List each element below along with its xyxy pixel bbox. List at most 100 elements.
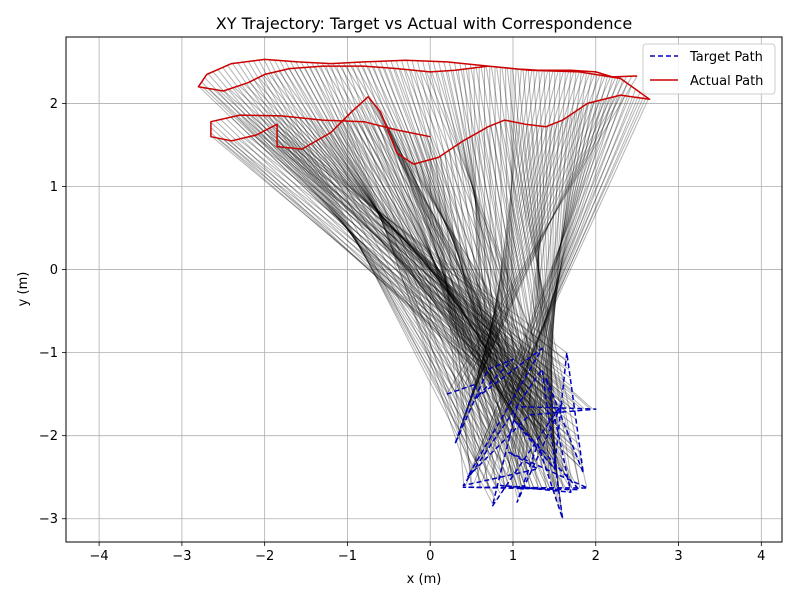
correspondence-line <box>480 130 547 488</box>
correspondence-line <box>453 62 540 448</box>
correspondence-line <box>466 73 602 411</box>
correspondence-line <box>297 148 559 437</box>
correspondence-line <box>351 121 569 493</box>
correspondence-line <box>358 61 554 425</box>
correspondence-line <box>242 61 502 472</box>
correspondence-line <box>468 68 486 392</box>
correspondence-line <box>485 127 556 488</box>
correspondence-line <box>346 120 571 488</box>
y-tick-label: −2 <box>39 429 58 444</box>
correspondence-line <box>548 70 553 444</box>
correspondence-line <box>542 73 593 378</box>
correspondence-line <box>293 116 553 406</box>
correspondence-line <box>443 61 534 457</box>
correspondence-line <box>212 71 514 424</box>
correspondence-line <box>258 59 496 497</box>
correspondence-line <box>286 147 561 420</box>
correspondence-line <box>489 98 649 447</box>
correspondence-line <box>467 70 559 415</box>
correspondence-line <box>230 116 573 446</box>
correspondence-line <box>410 162 507 489</box>
y-axis-label: y (m) <box>16 272 31 307</box>
correspondence-line <box>243 83 583 411</box>
correspondence-line <box>344 117 518 424</box>
correspondence-line <box>357 121 560 492</box>
correspondence-line <box>367 66 499 426</box>
correspondence-line <box>464 63 545 464</box>
correspondence-line <box>198 86 535 408</box>
correspondence-line <box>424 135 551 490</box>
x-tick-label: 0 <box>426 549 434 564</box>
correspondence-line <box>341 65 478 462</box>
correspondence-line <box>494 66 497 377</box>
x-tick-label: 2 <box>592 549 600 564</box>
correspondence-line <box>471 135 531 488</box>
correspondence-line <box>276 140 563 395</box>
correspondence-line <box>377 125 527 489</box>
correspondence-line <box>392 143 549 490</box>
correspondence-line <box>401 156 523 489</box>
correspondence-line <box>517 79 624 405</box>
correspondence-line <box>481 70 538 385</box>
correspondence-line <box>446 75 638 395</box>
correspondence-line <box>305 62 530 453</box>
plot-frame <box>65 36 783 543</box>
correspondence-line <box>210 127 583 462</box>
correspondence-line <box>222 138 578 429</box>
correspondence-line <box>395 60 529 478</box>
correspondence-line <box>274 59 502 495</box>
correspondence-line <box>393 129 502 486</box>
correspondence-line <box>383 126 519 488</box>
correspondence-line <box>210 121 584 470</box>
correspondence-line <box>525 126 548 461</box>
correspondence-line <box>325 65 473 473</box>
correspondence-line <box>276 129 565 378</box>
correspondence-line <box>522 105 585 473</box>
correspondence-line <box>477 70 544 392</box>
x-tick-label: −2 <box>255 549 274 564</box>
correspondence-line <box>463 71 596 419</box>
correspondence-line <box>454 75 633 392</box>
correspondence-line <box>237 138 574 404</box>
correspondence-line <box>237 62 504 464</box>
correspondence-line <box>364 99 539 446</box>
correspondence-line <box>543 72 587 386</box>
correspondence-line <box>333 128 534 444</box>
correspondence-line <box>471 76 612 396</box>
correspondence-line <box>404 69 528 375</box>
correspondence-line <box>374 105 556 465</box>
correspondence-line <box>499 67 503 371</box>
correspondence-line <box>503 68 517 363</box>
correspondence-line <box>336 120 567 471</box>
correspondence-line <box>462 76 627 389</box>
correspondence-line <box>262 74 550 414</box>
correspondence-line <box>545 71 577 403</box>
correspondence-line <box>457 69 500 382</box>
correspondence-line <box>267 115 552 391</box>
correspondence-line <box>431 71 533 356</box>
correspondence-line <box>389 67 515 397</box>
correspondence-line <box>267 128 568 354</box>
correspondence-line <box>522 69 559 486</box>
legend-target-label: Target Path <box>689 50 763 65</box>
correspondence-line <box>513 82 628 412</box>
y-tick-label: −1 <box>39 346 58 361</box>
correspondence-line <box>289 61 516 474</box>
correspondence-line <box>496 66 561 512</box>
correspondence-line <box>320 137 550 463</box>
correspondence-line <box>444 152 480 488</box>
correspondence-line <box>212 136 580 445</box>
correspondence-line <box>494 95 645 440</box>
correspondence-line <box>258 133 570 370</box>
correspondence-line <box>429 136 559 490</box>
correspondence-line <box>447 70 513 372</box>
correspondence-line <box>373 66 503 418</box>
correspondence-line <box>268 73 542 415</box>
correspondence-line <box>535 111 576 469</box>
correspondence-line <box>457 70 575 438</box>
correspondence-line <box>436 71 526 361</box>
correspondence-line <box>506 67 562 511</box>
chart-title: XY Trajectory: Target vs Actual with Cor… <box>216 14 632 33</box>
correspondence-line <box>232 140 576 412</box>
